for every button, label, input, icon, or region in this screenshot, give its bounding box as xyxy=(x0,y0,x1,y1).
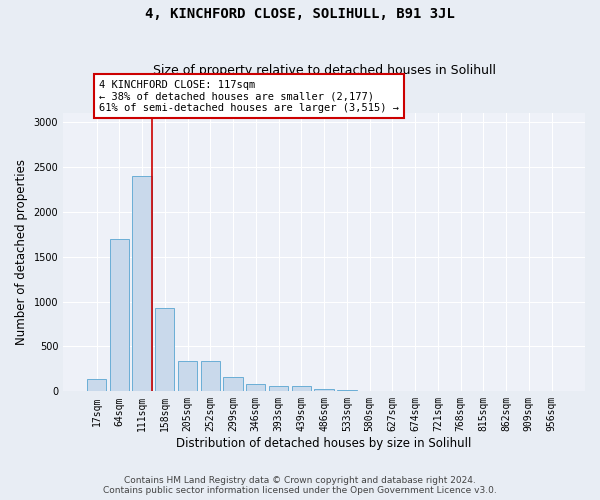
Bar xyxy=(133,176,152,392)
X-axis label: Distribution of detached houses by size in Solihull: Distribution of detached houses by size … xyxy=(176,437,472,450)
Y-axis label: Number of detached properties: Number of detached properties xyxy=(15,159,28,345)
Text: Contains HM Land Registry data © Crown copyright and database right 2024.
Contai: Contains HM Land Registry data © Crown c… xyxy=(103,476,497,495)
Bar xyxy=(155,308,175,392)
Bar xyxy=(87,379,106,392)
Bar xyxy=(337,390,356,392)
Bar xyxy=(314,389,334,392)
Bar xyxy=(223,377,243,392)
Bar xyxy=(200,361,220,392)
Text: 4, KINCHFORD CLOSE, SOLIHULL, B91 3JL: 4, KINCHFORD CLOSE, SOLIHULL, B91 3JL xyxy=(145,8,455,22)
Title: Size of property relative to detached houses in Solihull: Size of property relative to detached ho… xyxy=(152,64,496,77)
Text: 4 KINCHFORD CLOSE: 117sqm
← 38% of detached houses are smaller (2,177)
61% of se: 4 KINCHFORD CLOSE: 117sqm ← 38% of detac… xyxy=(99,80,399,113)
Bar xyxy=(246,384,265,392)
Bar xyxy=(110,238,129,392)
Bar xyxy=(178,361,197,392)
Bar xyxy=(269,386,288,392)
Bar xyxy=(292,386,311,392)
